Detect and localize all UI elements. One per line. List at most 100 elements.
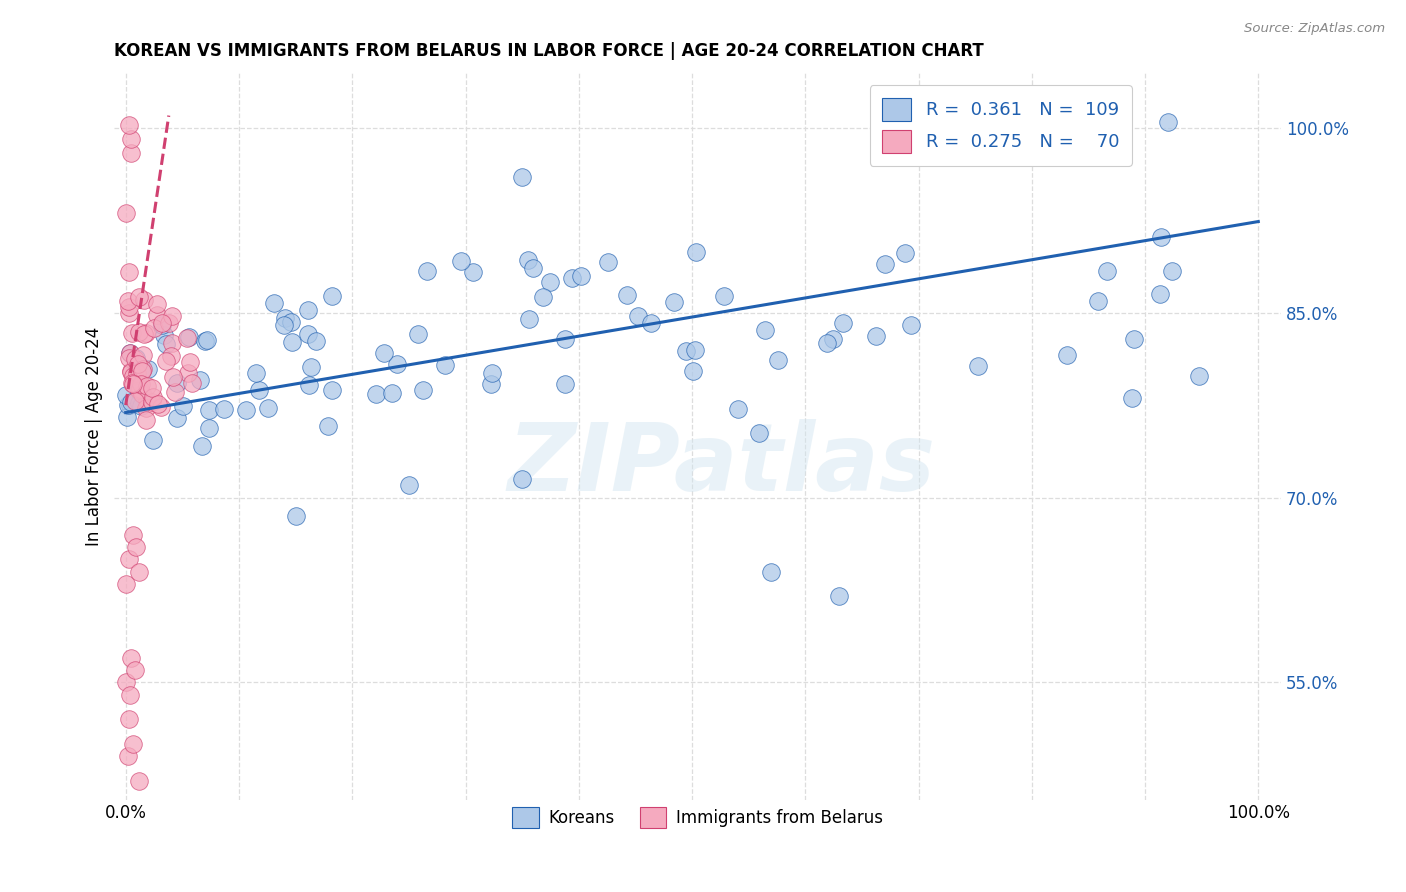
Point — [245, 367, 267, 381]
Point — [640, 316, 662, 330]
Point — [121, 326, 143, 340]
Point — [1095, 264, 1118, 278]
Point — [1150, 230, 1173, 244]
Point — [121, 376, 143, 390]
Point — [120, 364, 142, 378]
Point — [273, 318, 295, 332]
Point — [190, 439, 212, 453]
Point — [121, 527, 143, 541]
Point — [128, 382, 150, 396]
Point — [176, 331, 198, 345]
Point — [128, 395, 150, 409]
Point — [212, 401, 235, 416]
Point — [142, 434, 165, 448]
Point — [263, 295, 285, 310]
Point — [118, 346, 141, 360]
Point — [900, 318, 922, 333]
Point — [554, 332, 576, 346]
Point — [128, 565, 150, 579]
Point — [114, 675, 136, 690]
Point — [125, 376, 148, 391]
Point — [596, 255, 619, 269]
Point — [364, 387, 387, 401]
Point — [150, 400, 173, 414]
Point — [481, 367, 503, 381]
Point — [522, 260, 544, 275]
Point — [117, 306, 139, 320]
Point — [128, 367, 150, 381]
Point — [125, 366, 148, 380]
Point — [152, 327, 174, 342]
Point — [115, 388, 138, 402]
Point — [561, 270, 583, 285]
Point — [1188, 368, 1211, 383]
Point — [129, 359, 152, 374]
Point — [675, 343, 697, 358]
Point — [115, 409, 138, 424]
Point — [538, 275, 561, 289]
Point — [135, 413, 157, 427]
Point — [1121, 392, 1143, 406]
Point — [510, 472, 533, 486]
Point — [117, 398, 139, 412]
Point — [132, 388, 155, 402]
Point — [136, 392, 159, 407]
Point — [146, 297, 169, 311]
Point — [128, 384, 150, 399]
Point — [142, 390, 165, 404]
Point — [131, 364, 153, 378]
Point — [118, 398, 141, 412]
Point — [305, 334, 328, 348]
Point — [381, 386, 404, 401]
Point — [120, 131, 142, 145]
Point — [832, 316, 855, 330]
Point — [128, 774, 150, 789]
Point — [146, 397, 169, 411]
Point — [257, 401, 280, 416]
Point — [117, 301, 139, 315]
Point — [135, 401, 157, 416]
Point — [966, 359, 988, 374]
Point — [132, 327, 155, 342]
Point — [120, 365, 142, 379]
Point — [299, 359, 322, 374]
Point — [117, 294, 139, 309]
Point — [129, 377, 152, 392]
Point — [145, 309, 167, 323]
Point — [118, 118, 141, 132]
Point — [127, 357, 149, 371]
Point — [128, 290, 150, 304]
Point — [198, 402, 221, 417]
Point — [662, 295, 685, 310]
Point — [873, 257, 896, 271]
Point — [136, 378, 159, 392]
Point — [828, 589, 851, 603]
Point — [122, 368, 145, 383]
Point — [132, 293, 155, 307]
Point — [727, 402, 749, 417]
Point — [124, 351, 146, 366]
Point — [155, 354, 177, 368]
Point — [122, 377, 145, 392]
Point — [141, 381, 163, 395]
Point — [128, 383, 150, 397]
Point — [125, 358, 148, 372]
Point — [160, 349, 183, 363]
Point — [124, 663, 146, 677]
Point — [157, 317, 180, 331]
Point — [479, 377, 502, 392]
Point — [131, 386, 153, 401]
Point — [125, 351, 148, 366]
Point — [166, 376, 188, 391]
Point — [406, 326, 429, 341]
Point — [373, 346, 395, 360]
Point — [754, 323, 776, 337]
Y-axis label: In Labor Force | Age 20-24: In Labor Force | Age 20-24 — [86, 326, 103, 546]
Point — [177, 330, 200, 344]
Point — [124, 394, 146, 409]
Point — [510, 170, 533, 185]
Point — [616, 288, 638, 302]
Point — [117, 749, 139, 764]
Point — [141, 395, 163, 409]
Point — [569, 268, 592, 283]
